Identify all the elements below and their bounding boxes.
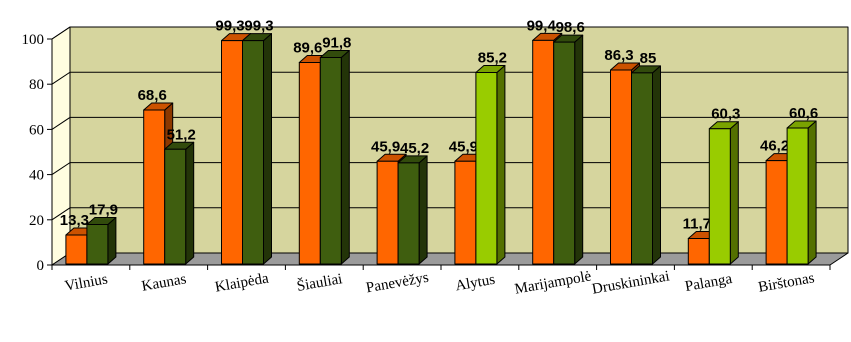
data-label: 17,9 (89, 202, 118, 219)
x-category-label: Alytus (454, 272, 496, 295)
bar (376, 160, 399, 265)
bar-side (185, 141, 195, 265)
bar (532, 39, 555, 265)
bar (298, 62, 321, 265)
bar (319, 57, 342, 265)
data-label: 89,6 (293, 40, 322, 57)
data-label: 99,4 (527, 17, 557, 34)
gridline (51, 26, 848, 40)
data-label: 99,3 (215, 18, 244, 35)
bar (786, 127, 809, 265)
bar (397, 162, 420, 265)
bar-side (729, 121, 739, 265)
bar (687, 238, 710, 265)
bar (475, 71, 498, 265)
bar (65, 234, 88, 265)
data-label: 91,8 (322, 35, 351, 52)
data-label: 51,2 (167, 126, 196, 143)
data-label: 85 (640, 50, 657, 67)
bar (553, 41, 576, 265)
bar (242, 40, 264, 265)
bar-side (652, 65, 661, 265)
data-label: 45,9 (449, 138, 478, 155)
data-label: 98,6 (556, 19, 585, 36)
gridline (51, 116, 848, 130)
bar (708, 128, 731, 265)
gridline (51, 71, 848, 85)
bar (454, 160, 477, 265)
x-category-label: Vilnius (64, 271, 110, 294)
data-label: 60,3 (711, 106, 740, 123)
bar (164, 148, 187, 265)
bar-side (574, 34, 584, 265)
y-tick-label: 80 (29, 77, 44, 93)
bar-side (263, 33, 272, 265)
bar (631, 72, 653, 265)
bar-side (807, 120, 817, 265)
bar-side (340, 50, 350, 265)
data-label: 99,3 (244, 18, 273, 35)
x-category-label: Kaunas (140, 271, 187, 295)
y-tick-label: 100 (22, 32, 45, 48)
bar (143, 109, 166, 265)
data-label: 68,6 (138, 87, 167, 104)
y-tick-label: 60 (29, 122, 44, 138)
x-category-label: Panevėžys (365, 270, 430, 297)
x-category-label: Marijampolė (513, 268, 592, 297)
data-label: 60,6 (789, 105, 818, 122)
bar (86, 224, 109, 265)
gridline (51, 207, 848, 221)
data-label: 85,2 (478, 49, 507, 66)
data-label: 86,3 (604, 47, 633, 64)
x-category-label: Klaipėda (214, 270, 270, 295)
x-category-label: Šiauliai (295, 270, 343, 295)
x-category-label: Palanga (684, 271, 734, 295)
bar (221, 40, 243, 265)
bar-side (418, 155, 428, 265)
y-tick-label: 40 (29, 168, 44, 184)
data-label: 11,7 (683, 216, 711, 233)
bar (610, 69, 632, 265)
data-label: 45,2 (400, 140, 429, 157)
x-category-label: Birštonas (757, 270, 816, 296)
bar-side (496, 64, 506, 265)
plot-side-wall (51, 26, 71, 266)
x-category-label: Druskininkai (591, 268, 671, 297)
data-label: 45,9 (371, 138, 400, 155)
y-tick-label: 0 (37, 258, 45, 274)
data-label: 46,2 (760, 138, 789, 155)
bar (765, 160, 788, 265)
gridline (51, 162, 848, 176)
y-tick-label: 20 (29, 213, 44, 229)
data-label: 13,3 (60, 212, 89, 229)
bar-side (107, 217, 117, 265)
